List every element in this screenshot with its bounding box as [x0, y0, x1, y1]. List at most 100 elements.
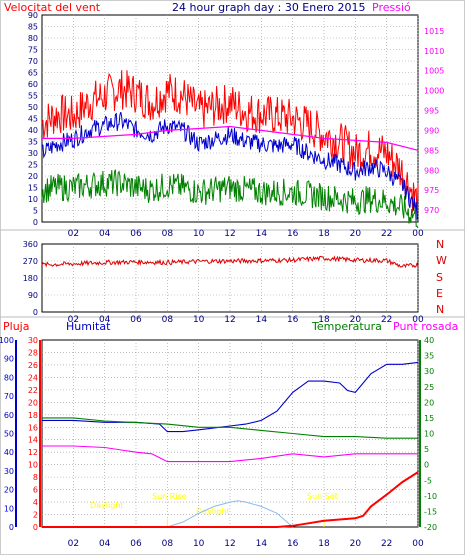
x-tick-label: 00	[412, 539, 424, 549]
wind-y-tick-label: 85	[28, 23, 38, 32]
wind-speed-label: Velocitat del vent	[4, 1, 101, 14]
wind-y-tick-label: 55	[28, 92, 38, 101]
direction-y-tick-label: 360	[23, 240, 38, 249]
pressure-y-tick-label: 1000	[424, 87, 444, 96]
humidity-y-tick-label: 0	[9, 523, 14, 532]
dewpoint-label: Punt rosada	[393, 320, 458, 333]
wind-direction-series	[41, 255, 419, 269]
compass-label: N	[436, 238, 444, 251]
wind-y-tick-label: 45	[28, 115, 38, 124]
temperature-series	[42, 417, 418, 439]
compass-label: S	[436, 271, 443, 284]
wind-y-tick-label: 40	[28, 126, 38, 135]
rain-y-tick-label: 28	[28, 348, 38, 357]
x-tick-label: 00	[412, 315, 424, 325]
temperature-y-tick-label: 0	[424, 461, 429, 470]
wind-y-tick-label: 35	[28, 138, 38, 147]
x-tick-label: 02	[68, 315, 79, 325]
x-tick-label: 06	[130, 229, 142, 239]
wind-y-tick-label: 25	[28, 161, 38, 170]
x-tick-label: 16	[287, 229, 299, 239]
x-tick-label: 18	[318, 229, 330, 239]
pressure-y-tick-label: 970	[424, 206, 439, 215]
humidity-y-tick-label: 50	[4, 430, 14, 439]
wind-y-tick-label: 20	[28, 172, 38, 181]
pressure-y-tick-label: 1015	[424, 27, 444, 36]
x-tick-label: 22	[381, 539, 392, 549]
rain-y-tick-label: 8	[33, 473, 38, 482]
pressure-y-tick-label: 995	[424, 107, 439, 116]
wind-y-tick-label: 65	[28, 69, 38, 78]
plot-layer: 02 04 06 08 10 12 14 16 18 20 22 000510152025303540…	[0, 11, 447, 549]
rain-y-tick-label: 22	[28, 386, 38, 395]
humidity-y-tick-label: 90	[4, 355, 14, 364]
x-tick-label: 20	[350, 315, 362, 325]
temperature-label: Temperatura	[311, 320, 382, 333]
temperature-y-tick-label: -15	[424, 507, 437, 516]
pressure-y-tick-label: 990	[424, 126, 439, 135]
x-tick-label: 08	[162, 315, 174, 325]
rain-y-tick-label: 10	[28, 461, 38, 470]
rain-y-tick-label: 4	[33, 498, 38, 507]
rain-y-tick-label: 0	[33, 523, 38, 532]
x-tick-label: 16	[287, 539, 299, 549]
humidity-y-tick-label: 100	[0, 336, 14, 345]
x-tick-label: 14	[256, 315, 268, 325]
rain-y-tick-label: 16	[28, 423, 38, 432]
x-tick-label: 12	[224, 229, 235, 239]
x-tick-label: 06	[130, 539, 142, 549]
daylight-mid-label: Daylight	[196, 507, 230, 516]
rain-label: Pluja	[3, 320, 29, 333]
sunset-label: Sun Set	[307, 492, 338, 501]
temperature-y-tick-label: 30	[424, 367, 434, 376]
temperature-y-tick-label: 15	[424, 414, 434, 423]
wind-y-tick-label: 10	[28, 195, 38, 204]
humidity-y-tick-label: 60	[4, 411, 14, 420]
wind-y-tick-label: 70	[28, 57, 38, 66]
rain-y-tick-label: 30	[28, 336, 38, 345]
wind-y-tick-label: 60	[28, 80, 38, 89]
x-tick-label: 18	[318, 539, 330, 549]
rain-series	[42, 471, 419, 528]
sunrise-label: Sun Rise	[152, 492, 187, 501]
humidity-y-tick-label: 70	[4, 392, 14, 401]
wind-min-series	[41, 169, 419, 229]
x-tick-label: 22	[381, 229, 392, 239]
temperature-y-tick-label: 20	[424, 398, 434, 407]
daylight-left-label: Daylight	[90, 501, 124, 510]
x-tick-label: 10	[193, 315, 205, 325]
pressure-y-tick-label: 985	[424, 146, 439, 155]
x-tick-label: 14	[256, 539, 268, 549]
wind-y-tick-label: 30	[28, 149, 38, 158]
x-tick-label: 06	[130, 315, 142, 325]
wind-y-tick-label: 90	[28, 11, 38, 20]
wind-y-tick-label: 75	[28, 46, 38, 55]
humidity-label: Humitat	[66, 320, 111, 333]
rain-y-tick-label: 24	[28, 373, 38, 382]
compass-label: W	[436, 254, 447, 267]
humidity-y-tick-label: 10	[4, 504, 14, 513]
x-tick-label: 02	[68, 229, 79, 239]
rain-y-tick-label: 14	[28, 436, 38, 445]
x-tick-label: 12	[224, 315, 235, 325]
x-tick-label: 20	[350, 229, 362, 239]
compass-label: N	[436, 303, 444, 316]
direction-y-tick-label: 180	[23, 274, 38, 283]
humidity-y-tick-label: 20	[4, 486, 14, 495]
temperature-y-tick-label: -10	[424, 492, 437, 501]
wind-y-tick-label: 15	[28, 184, 38, 193]
x-tick-label: 02	[68, 539, 79, 549]
x-tick-label: 22	[381, 315, 392, 325]
x-tick-label: 20	[350, 539, 362, 549]
solar-curve-series	[167, 500, 294, 528]
x-tick-label: 18	[318, 315, 330, 325]
x-tick-label: 04	[99, 539, 111, 549]
pressure-label: Pressió	[372, 1, 411, 14]
rain-y-tick-label: 18	[28, 411, 38, 420]
wind-y-tick-label: 80	[28, 34, 38, 43]
rain-y-tick-label: 6	[33, 486, 38, 495]
humidity-y-tick-label: 80	[4, 373, 14, 382]
direction-y-tick-label: 90	[28, 291, 38, 300]
